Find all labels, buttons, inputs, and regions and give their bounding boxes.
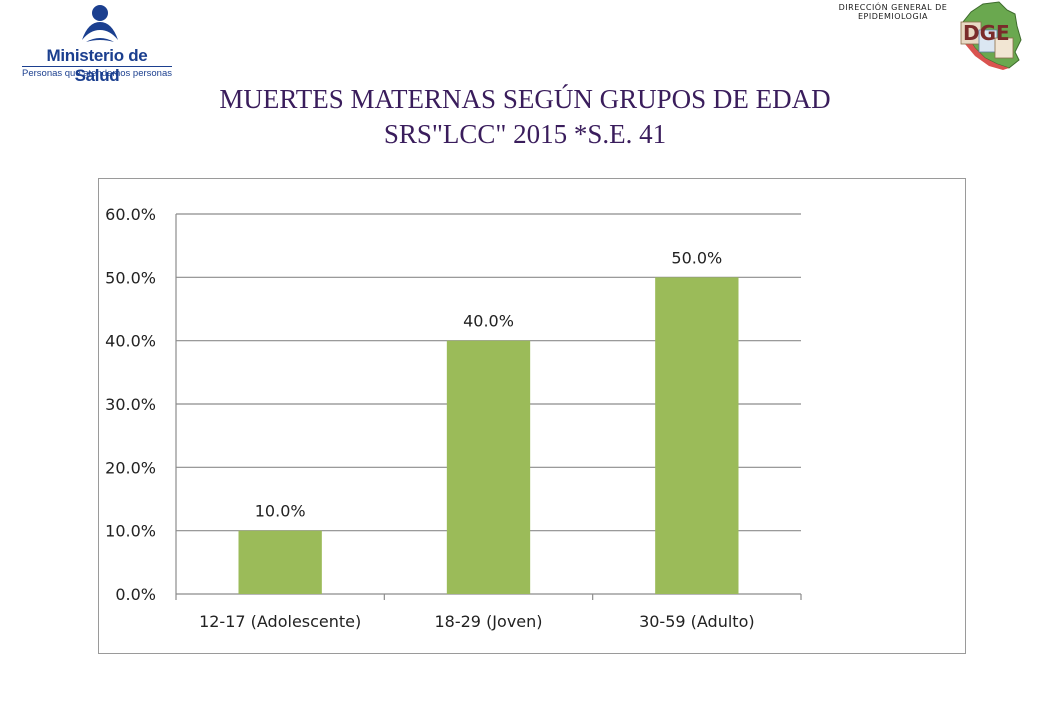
x-tick-label: 12-17 (Adolescente) [199, 612, 361, 631]
bar-chart: 0.0% 10.0% 20.0% 30.0% 40.0% 50.0% 60.0% 10.0% 1… [105, 205, 802, 631]
dge-logo: DGE [960, 1, 1022, 70]
dge-letters: DGE [963, 21, 1010, 45]
dge-caption-line1: DIRECCIÓN GENERAL DE [838, 3, 948, 12]
y-tick-label: 20.0% [105, 458, 156, 477]
minsa-logo: Ministerio de Salud Personas que atendem… [22, 4, 172, 85]
y-tick-label: 0.0% [115, 585, 156, 604]
y-tick-label: 30.0% [105, 395, 156, 414]
chart-title-line1: MUERTES MATERNAS SEGÚN GRUPOS DE EDAD [219, 84, 831, 114]
minsa-name: Ministerio de Salud [46, 46, 148, 85]
minsa-tagline: Personas que atendemos personas [22, 66, 172, 79]
data-label: 40.0% [463, 312, 514, 331]
dge-caption-line2: EPIDEMIOLOGIA [857, 12, 928, 21]
chart-frame: 0.0% 10.0% 20.0% 30.0% 40.0% 50.0% 60.0% 10.0% 1… [98, 178, 966, 654]
bar [446, 340, 531, 594]
bar [655, 277, 739, 594]
data-label: 10.0% [255, 502, 306, 521]
y-tick-label: 60.0% [105, 205, 156, 224]
y-tick-label: 10.0% [105, 522, 156, 541]
chart-title-line2: SRS"LCC" 2015 *S.E. 41 [383, 119, 667, 149]
x-tick-label: 30-59 (Adulto) [639, 612, 755, 631]
minsa-figure-icon [82, 5, 118, 42]
data-label: 50.0% [671, 248, 722, 267]
bar [238, 530, 322, 594]
chart-title: MUERTES MATERNAS SEGÚN GRUPOS DE EDAD SR… [100, 82, 950, 152]
dge-caption: DIRECCIÓN GENERAL DE EPIDEMIOLOGIA [828, 3, 958, 21]
y-tick-label: 50.0% [105, 268, 156, 287]
x-tick-label: 18-29 (Joven) [434, 612, 542, 631]
y-tick-label: 40.0% [105, 332, 156, 351]
